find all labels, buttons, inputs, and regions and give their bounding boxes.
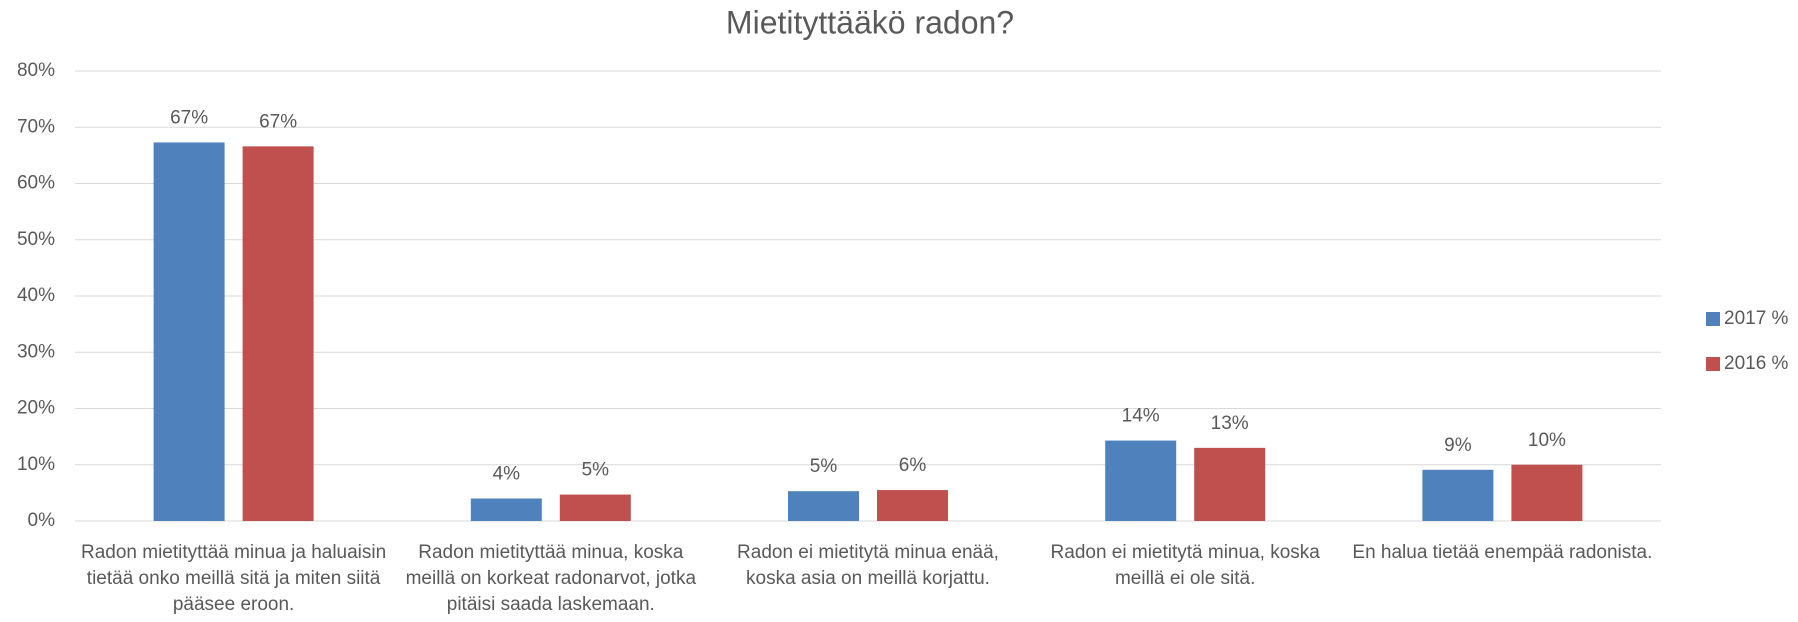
data-label: 6% xyxy=(899,455,927,476)
x-tick-label: Radon ei mietitytä minua, koska meillä e… xyxy=(1050,542,1320,589)
data-label: 13% xyxy=(1211,413,1249,434)
legend-swatch xyxy=(1706,357,1720,371)
y-tick-label: 10% xyxy=(17,454,55,475)
bar xyxy=(1422,469,1494,521)
data-label: 67% xyxy=(259,111,297,132)
data-label: 4% xyxy=(493,464,521,485)
y-tick-label: 40% xyxy=(17,285,55,306)
x-tick-label: Radon ei mietitytä minua enää, koska asi… xyxy=(737,542,999,589)
data-label: 5% xyxy=(810,456,838,477)
bar xyxy=(877,490,948,521)
y-tick-label: 20% xyxy=(17,398,55,419)
data-label: 10% xyxy=(1528,430,1566,451)
x-tick-label: Radon mietityttää minua, koska meillä on… xyxy=(405,542,697,615)
bar xyxy=(242,146,314,521)
data-label: 9% xyxy=(1444,435,1472,456)
chart-title: Mietityttääkö radon? xyxy=(726,4,1014,40)
bar xyxy=(1194,447,1266,521)
legend-label: 2017 % xyxy=(1724,308,1789,329)
y-tick-label: 80% xyxy=(17,60,55,81)
legend-swatch xyxy=(1706,312,1720,326)
x-tick-label: Radon mietityttää minua ja haluaisin tie… xyxy=(80,542,387,615)
legend-label: 2016 % xyxy=(1724,353,1789,374)
data-label: 14% xyxy=(1122,406,1160,427)
bar xyxy=(1511,464,1583,521)
bar xyxy=(1105,440,1177,521)
bar xyxy=(470,498,542,521)
data-label: 67% xyxy=(170,107,208,128)
bar xyxy=(153,142,225,521)
x-tick-label: En halua tietää enempää radonista. xyxy=(1352,542,1653,563)
y-tick-label: 60% xyxy=(17,173,55,194)
bar xyxy=(559,494,631,521)
y-tick-label: 50% xyxy=(17,229,55,250)
y-tick-label: 30% xyxy=(17,341,55,362)
y-tick-label: 0% xyxy=(28,510,56,531)
data-label: 5% xyxy=(582,460,610,481)
bar xyxy=(788,491,859,521)
y-tick-label: 70% xyxy=(17,116,55,137)
